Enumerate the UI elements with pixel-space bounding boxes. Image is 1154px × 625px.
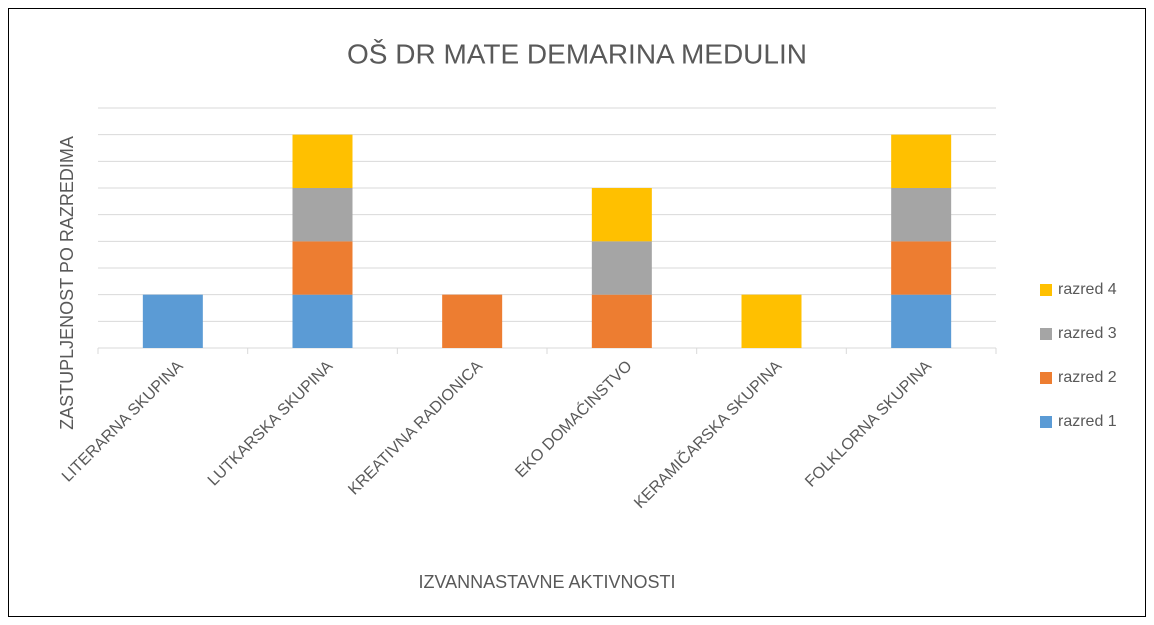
y-axis-title: ZASTUPLJENOST PO RAZREDIMA	[57, 136, 77, 430]
legend-label: razred 3	[1058, 325, 1117, 342]
bar-segment	[891, 134, 952, 188]
bar-segment	[292, 241, 353, 295]
legend-label: razred 2	[1058, 369, 1117, 386]
bar-segment	[591, 294, 652, 348]
bar-segment	[292, 134, 353, 188]
bar-segment	[292, 294, 353, 348]
bar-segment	[891, 188, 952, 242]
bar-segment	[442, 294, 503, 348]
bar-segment	[142, 294, 203, 348]
bar-segment	[292, 188, 353, 242]
legend-label: razred 1	[1058, 413, 1117, 430]
bar-segment	[891, 241, 952, 295]
legend-swatch	[1040, 284, 1052, 296]
legend-swatch	[1040, 416, 1052, 428]
legend-label: razred 4	[1058, 281, 1117, 298]
bar-segment	[591, 241, 652, 295]
bar-segment	[891, 294, 952, 348]
x-axis-title: IZVANNASTAVNE AKTIVNOSTI	[418, 572, 675, 592]
chart-title: OŠ DR MATE DEMARINA MEDULIN	[347, 38, 807, 69]
bar-segment	[741, 294, 802, 348]
bar-segment	[591, 188, 652, 242]
legend-swatch	[1040, 372, 1052, 384]
legend-swatch	[1040, 328, 1052, 340]
